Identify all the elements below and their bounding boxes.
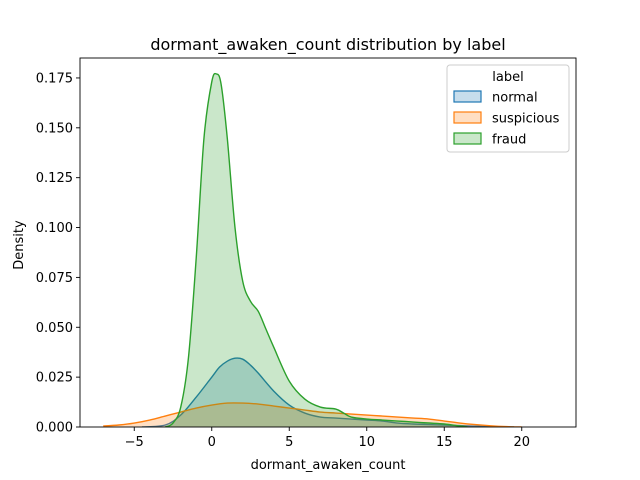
y-tick-label: 0.150: [36, 121, 73, 136]
plot-area: [103, 72, 522, 427]
series-area-fraud: [165, 73, 468, 427]
y-tick-label: 0.100: [36, 221, 73, 236]
y-tick-label: 0.125: [36, 171, 73, 186]
axes-frame: [79, 57, 577, 428]
y-tick-label: 0.075: [36, 271, 73, 286]
legend: label normal suspicious fraud: [446, 64, 570, 153]
x-tick-label: 5: [285, 435, 293, 450]
x-axis-label: dormant_awaken_count: [251, 458, 406, 473]
legend-box: [446, 64, 570, 153]
series-line-suspicious: [103, 402, 522, 427]
series-area-suspicious: [103, 402, 522, 427]
legend-label-normal: normal: [492, 91, 538, 106]
y-tick-label: 0.025: [36, 371, 73, 386]
x-tick-label: −5: [125, 435, 144, 450]
x-tick-label: 10: [358, 435, 375, 450]
y-tick-label: 0.050: [36, 321, 73, 336]
y-axis-label: Density: [12, 220, 27, 270]
chart-title: dormant_awaken_count distribution by lab…: [150, 35, 505, 55]
legend-label-suspicious: suspicious: [492, 112, 560, 127]
x-tick-label: 20: [513, 435, 530, 450]
legend-swatch-fraud: [453, 132, 482, 145]
legend-label-fraud: fraud: [492, 133, 526, 148]
legend-swatch-suspicious: [453, 111, 482, 124]
legend-swatch-normal: [453, 90, 482, 103]
legend-title: label: [492, 70, 523, 85]
x-tick-label: 15: [436, 435, 453, 450]
y-tick-label: 0.175: [36, 71, 73, 86]
series-area-normal: [142, 358, 514, 427]
series-line-fraud: [164, 72, 468, 427]
y-tick-label: 0.000: [36, 421, 73, 436]
axes: −5 0 5 10 15 20 0.000 0.025 0.050 0.075 0.100 0.125…: [36, 57, 577, 450]
x-tick-label: 0: [208, 435, 216, 450]
